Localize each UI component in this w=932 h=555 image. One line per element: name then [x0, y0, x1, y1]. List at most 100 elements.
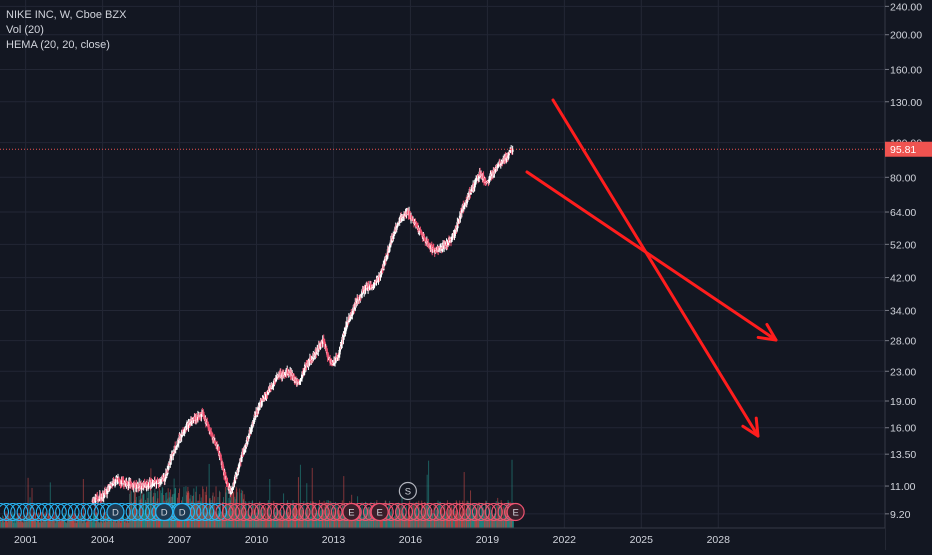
volume-bar	[356, 514, 358, 528]
volume-bar	[383, 519, 385, 528]
event-marker-label: E	[348, 508, 354, 519]
volume-bar	[192, 495, 194, 528]
candle-body	[325, 348, 328, 353]
volume-bar	[409, 519, 411, 528]
volume-bar	[108, 514, 109, 528]
candle-body	[338, 350, 341, 355]
volume-bar	[230, 496, 232, 528]
volume-bar	[371, 518, 373, 528]
legend-hema-indicator[interactable]: HEMA (20, 20, close)	[6, 39, 110, 51]
volume-bar	[278, 510, 280, 528]
volume-bar	[42, 519, 44, 528]
volume-bar	[291, 515, 292, 528]
volume-bar	[471, 504, 473, 528]
time-axis[interactable]	[0, 528, 885, 550]
volume-bar	[119, 520, 121, 528]
volume-bar	[80, 515, 82, 528]
candle-body	[237, 464, 241, 469]
volume-bar	[123, 519, 125, 528]
volume-bar	[0, 517, 1, 528]
volume-bar	[18, 522, 20, 528]
legend-symbol[interactable]: NIKE INC, W, Cboe BZX	[6, 9, 127, 21]
ytick-label: 9.20	[890, 509, 911, 521]
volume-bar	[120, 511, 122, 528]
candle-body	[334, 362, 337, 364]
volume-bar	[17, 521, 19, 528]
volume-bar	[88, 521, 90, 528]
volume-bar	[271, 519, 273, 528]
volume-bar	[426, 506, 428, 528]
volume-bar	[135, 515, 137, 528]
volume-bar	[471, 508, 473, 528]
volume-bar	[269, 515, 271, 528]
volume-bar	[431, 509, 433, 528]
volume-bar	[354, 514, 356, 528]
event-marker	[342, 502, 361, 522]
volume-bar	[7, 515, 9, 528]
volume-bar	[205, 494, 207, 528]
volume-bar	[104, 516, 106, 528]
event-marker	[155, 502, 174, 522]
event-markers[interactable]: D D DSE E E	[0, 481, 525, 522]
volume-bar	[50, 521, 52, 528]
volume-bar	[84, 514, 86, 528]
volume-bar	[402, 511, 403, 528]
volume-bar	[26, 521, 28, 528]
volume-bar	[109, 516, 110, 528]
price-axis[interactable]	[885, 0, 932, 550]
volume-bar	[297, 477, 299, 528]
candle-body	[302, 370, 306, 375]
event-marker-ring	[23, 502, 42, 522]
volume-bar	[319, 519, 321, 528]
event-marker-ring	[471, 502, 491, 522]
volume-bar	[365, 502, 367, 528]
volume-bar	[89, 519, 91, 528]
volume-bar	[2, 516, 4, 528]
volume-bar	[420, 516, 422, 528]
volume-bar	[290, 519, 292, 528]
volume-bar	[81, 519, 83, 528]
volume-bar	[405, 517, 406, 528]
volume-bar	[506, 504, 508, 528]
volume-bar	[153, 492, 155, 528]
candle-body	[418, 230, 421, 232]
event-marker	[106, 502, 125, 522]
candle-body	[180, 433, 183, 438]
volume-bar	[66, 523, 67, 528]
volume-bar	[229, 500, 231, 528]
volume-bar	[359, 516, 361, 528]
legend-volume-indicator[interactable]: Vol (20)	[6, 24, 44, 36]
volume-bar	[286, 506, 288, 528]
volume-bar	[206, 486, 208, 528]
volume-bar	[196, 504, 198, 528]
volume-bar	[404, 517, 406, 528]
volume-bar	[289, 516, 291, 528]
event-marker-ring	[292, 502, 311, 522]
volume-bar	[314, 517, 316, 528]
volume-bar	[345, 517, 347, 528]
volume-bar	[93, 516, 95, 528]
xtick-label: 2019	[476, 534, 500, 546]
volume-bar	[333, 511, 335, 528]
volume-bar	[369, 506, 370, 528]
volume-bar	[280, 518, 282, 528]
candle-body	[135, 487, 138, 489]
volume-bar	[357, 516, 359, 528]
candle-body	[470, 191, 473, 193]
volume-bar	[177, 515, 179, 528]
candle-body	[247, 435, 250, 439]
volume-bar	[392, 516, 394, 528]
volume-bar	[252, 517, 254, 528]
volume-bar	[458, 503, 460, 528]
volume-bar	[265, 519, 267, 528]
volume-bar	[71, 517, 73, 528]
candle-body	[500, 163, 503, 165]
volume-bar	[189, 507, 191, 528]
volume-bar	[17, 515, 19, 528]
trend-drawings[interactable]	[525, 98, 778, 438]
xtick-label: 2013	[322, 534, 346, 546]
candle-body	[450, 239, 453, 242]
volume-bar	[67, 517, 68, 528]
